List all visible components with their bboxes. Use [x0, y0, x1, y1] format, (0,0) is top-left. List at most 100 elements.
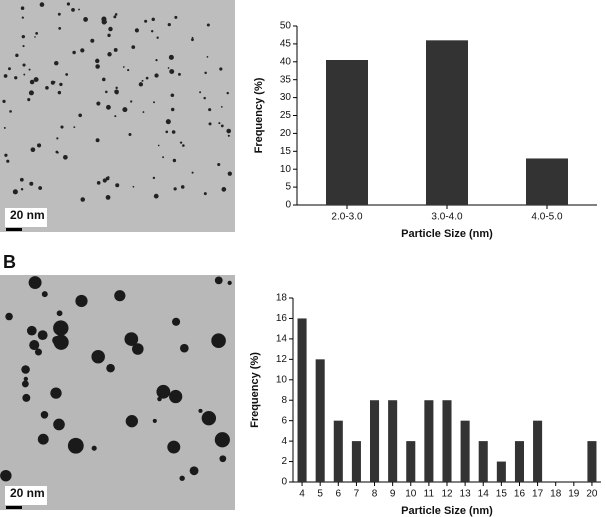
particle: [219, 67, 223, 71]
particle: [50, 387, 62, 399]
particle: [19, 177, 24, 182]
particle: [226, 128, 232, 134]
particle: [153, 101, 155, 104]
bar: [460, 420, 470, 482]
particle: [227, 134, 230, 137]
particle: [0, 469, 12, 482]
y-axis-title: Frequency (%): [249, 352, 261, 428]
y-tick-label: 5: [285, 182, 291, 193]
bar: [424, 400, 434, 482]
particle: [127, 69, 130, 72]
y-axis-title: Frequency (%): [253, 77, 265, 153]
particle: [203, 96, 206, 100]
particle: [21, 34, 25, 39]
particle: [102, 178, 107, 183]
particle: [15, 53, 19, 58]
particle: [20, 188, 24, 191]
particle: [204, 71, 207, 75]
particle: [105, 90, 108, 94]
particle: [162, 156, 165, 159]
bar: [526, 158, 568, 205]
particle: [63, 154, 68, 160]
particle: [168, 54, 174, 60]
particle: [180, 343, 189, 353]
bar: [587, 441, 597, 482]
x-tick-label: 5: [317, 489, 323, 500]
particle: [26, 325, 37, 336]
particle: [54, 60, 59, 66]
particle: [124, 332, 139, 346]
particle: [152, 418, 157, 423]
particle: [8, 67, 11, 71]
y-tick-label: 10: [276, 374, 288, 385]
x-tick-label: 19: [568, 489, 580, 500]
particle: [71, 8, 75, 12]
particle: [169, 389, 183, 404]
y-tick-label: 10: [280, 164, 292, 175]
scale-box: [5, 208, 47, 227]
particle: [217, 162, 221, 167]
bar: [426, 40, 468, 205]
x-tick-label: 12: [441, 489, 453, 500]
particle: [114, 115, 117, 118]
particle: [95, 138, 100, 143]
x-tick-label: 4: [299, 489, 305, 500]
particle: [179, 141, 183, 144]
x-tick-label: 11: [424, 489, 435, 500]
particle: [203, 192, 207, 196]
particle: [96, 181, 101, 185]
particle: [101, 16, 107, 22]
particle: [105, 195, 111, 200]
particle: [191, 36, 194, 39]
particle: [150, 29, 154, 33]
particle: [39, 2, 45, 7]
bar: [478, 441, 488, 482]
x-axis-title: Particle Size (nm): [401, 505, 493, 517]
y-tick-label: 18: [276, 293, 288, 304]
particle: [95, 64, 100, 69]
particle: [155, 59, 158, 62]
y-tick-label: 8: [281, 395, 287, 406]
particle: [113, 15, 117, 19]
particle: [29, 340, 40, 351]
x-tick-label: 15: [496, 489, 508, 500]
scale-label: 20 nm: [10, 208, 45, 222]
bar: [496, 461, 506, 482]
particle: [34, 36, 36, 38]
particle: [151, 17, 155, 22]
particle: [6, 159, 10, 163]
x-tick-label: 8: [372, 489, 378, 500]
y-tick-label: 15: [280, 146, 292, 157]
particle: [208, 122, 212, 126]
particle: [65, 73, 69, 76]
bar: [370, 400, 380, 482]
particle: [91, 349, 105, 364]
particle: [27, 98, 31, 102]
particle: [182, 144, 185, 147]
particle: [80, 197, 85, 202]
particle: [214, 276, 223, 285]
particle: [56, 310, 63, 317]
y-tick-label: 50: [280, 21, 292, 32]
y-tick-label: 20: [280, 128, 292, 139]
particle: [122, 66, 125, 68]
particle: [114, 290, 126, 302]
particle: [153, 193, 159, 199]
x-tick-label: 18: [550, 489, 562, 500]
particle: [114, 13, 118, 16]
particle: [138, 82, 144, 87]
particle: [55, 150, 59, 154]
particle: [142, 111, 145, 113]
particle: [102, 77, 106, 82]
particle: [58, 27, 62, 30]
panel-label: B: [3, 252, 16, 272]
particle: [90, 38, 95, 43]
particles: [0, 2, 232, 482]
particle: [172, 317, 181, 326]
particle: [50, 80, 55, 85]
particle: [206, 56, 209, 58]
particle: [41, 291, 48, 298]
particle: [128, 132, 132, 136]
particle: [38, 186, 43, 190]
